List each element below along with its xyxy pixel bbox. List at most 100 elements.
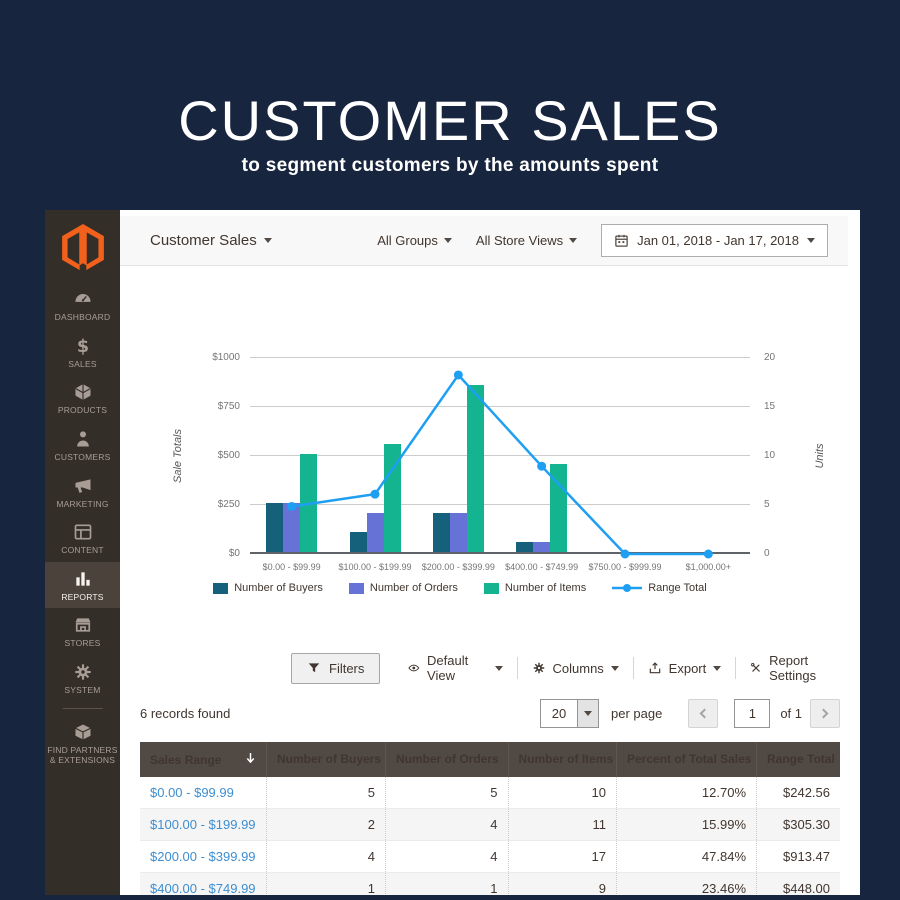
bar-number-of-orders — [366, 512, 384, 552]
page-title-dropdown[interactable]: Customer Sales — [150, 232, 272, 249]
export-icon — [649, 662, 660, 674]
export-label: Export — [668, 660, 707, 676]
chevron-down-icon — [443, 238, 452, 243]
pagination-controls: 20 per page of 1 — [539, 698, 840, 728]
sidebar: DASHBOARD $ SALES PRODUCTS CUSTOMERS MARKETIN… — [45, 210, 120, 895]
gear-icon — [533, 662, 544, 674]
sidebar-item-stores[interactable]: STORES — [45, 608, 120, 655]
sidebar-item-label: PRODUCTS — [57, 405, 108, 416]
sidebar-item-customers[interactable]: CUSTOMERS — [45, 422, 120, 469]
x-axis-label: $1,000.00+ — [685, 562, 731, 572]
bar-number-of-orders — [283, 503, 301, 552]
sidebar-item-label: STORES — [64, 638, 101, 649]
sidebar-item-content[interactable]: CONTENT — [45, 515, 120, 562]
legend-swatch-icon — [213, 582, 229, 594]
groups-filter-dropdown[interactable]: All Groups — [377, 233, 452, 248]
admin-panel: DASHBOARD $ SALES PRODUCTS CUSTOMERS MARKETIN… — [45, 210, 860, 895]
bar-number-of-items — [550, 463, 568, 552]
chevron-down-icon — [713, 665, 722, 671]
column-header-0[interactable]: Sales Range — [140, 742, 266, 777]
chevron-down-icon — [494, 665, 503, 671]
sales-range-link[interactable]: $400.00 - $749.99 — [150, 881, 256, 895]
sidebar-item-find-partners[interactable]: FIND PARTNERS & EXTENSIONS — [45, 715, 120, 772]
page-of-label: of 1 — [780, 705, 802, 721]
right-axis-tick: 10 — [764, 450, 776, 461]
left-axis-tick: $0 — [228, 548, 240, 559]
page-header: Customer Sales All Groups All Store View… — [120, 216, 848, 266]
columns-dropdown[interactable]: Columns — [518, 661, 633, 676]
left-axis-tick: $1000 — [212, 352, 240, 363]
sales-range-link[interactable]: $0.00 - $99.99 — [150, 785, 234, 800]
next-page-button[interactable] — [810, 698, 840, 728]
legend-label: Number of Orders — [369, 582, 458, 594]
eye-icon — [408, 664, 420, 672]
table-cell: 23.46% — [616, 873, 756, 895]
column-header-2[interactable]: Number of Orders — [385, 742, 508, 777]
bar-number-of-orders — [449, 512, 467, 552]
column-label: Number of Buyers — [277, 752, 382, 766]
legend-label: Number of Buyers — [234, 582, 323, 594]
sidebar-item-dashboard[interactable]: DASHBOARD — [45, 282, 120, 329]
sidebar-item-marketing[interactable]: MARKETING — [45, 469, 120, 516]
sidebar-item-reports[interactable]: REPORTS — [45, 561, 120, 609]
sidebar-item-system[interactable]: SYSTEM — [45, 655, 120, 702]
date-range-picker[interactable]: Jan 01, 2018 - Jan 17, 2018 — [601, 224, 828, 257]
records-found: 6 records found — [140, 705, 231, 721]
column-header-5[interactable]: Range Total — [756, 742, 840, 777]
table-cell: 1 — [385, 873, 508, 895]
right-axis-tick: 15 — [764, 401, 776, 412]
table-row: $0.00 - $99.99 5 5 10 12.70% $242.56 — [140, 777, 840, 809]
bar-number-of-items — [383, 444, 401, 552]
sidebar-item-products[interactable]: PRODUCTS — [45, 375, 120, 422]
magento-logo-icon[interactable] — [61, 224, 104, 272]
sidebar-item-label: CUSTOMERS — [54, 451, 111, 462]
per-page-select[interactable]: 20 — [539, 698, 599, 728]
table-row: $200.00 - $399.99 4 4 17 47.84% $913.47 — [140, 841, 840, 873]
sidebar-divider — [62, 707, 103, 709]
chevron-down-icon — [263, 238, 272, 243]
reports-icon — [47, 569, 118, 589]
column-header-4[interactable]: Percent of Total Sales — [616, 742, 756, 777]
table-cell: 4 — [266, 841, 385, 872]
x-axis-label: $400.00 - $749.99 — [505, 562, 579, 572]
bar-number-of-buyers — [349, 532, 367, 552]
report-settings-label: Report Settings — [769, 653, 817, 683]
table-cell: 5 — [385, 777, 508, 808]
marketing-icon — [47, 476, 118, 496]
column-header-3[interactable]: Number of Items — [507, 742, 617, 777]
store-views-dropdown[interactable]: All Store Views — [476, 233, 578, 248]
gridline — [250, 406, 750, 407]
table-cell: 17 — [507, 841, 617, 872]
table-row: $400.00 - $749.99 1 1 9 23.46% $448.00 — [140, 873, 840, 895]
table-cell: 4 — [385, 841, 508, 872]
default-view-dropdown[interactable]: Default View — [394, 653, 516, 683]
legend-item: Number of Orders — [348, 582, 458, 594]
prev-page-button[interactable] — [688, 698, 719, 728]
per-page-caret-button[interactable] — [576, 699, 598, 727]
gridline — [250, 504, 750, 505]
page-number-input[interactable] — [734, 698, 771, 728]
system-icon — [47, 662, 118, 682]
hero-subtitle: to segment customers by the amounts spen… — [241, 154, 659, 176]
legend-item: Number of Buyers — [213, 582, 323, 594]
bar-number-of-buyers — [432, 512, 450, 552]
gridline — [250, 455, 750, 456]
table-cell: $913.47 — [756, 841, 840, 872]
sales-range-link[interactable]: $200.00 - $399.99 — [150, 849, 256, 864]
column-header-1[interactable]: Number of Buyers — [266, 742, 385, 777]
sales-range-link[interactable]: $100.00 - $199.99 — [150, 817, 256, 832]
legend-label: Range Total — [648, 582, 707, 594]
sidebar-item-label: DASHBOARD — [54, 312, 111, 322]
export-dropdown[interactable]: Export — [634, 661, 736, 676]
filters-button[interactable]: Filters — [291, 652, 381, 684]
sales-icon: $ — [47, 336, 118, 356]
sidebar-item-label: CONTENT — [61, 545, 104, 556]
table-cell: 4 — [385, 809, 508, 840]
table-cell: 1 — [266, 873, 385, 895]
records-bar: 6 records found 20 per page of 1 — [140, 696, 840, 730]
sidebar-item-label: REPORTS — [61, 591, 104, 602]
sidebar-item-sales[interactable]: $ SALES — [45, 329, 120, 376]
x-axis-label: $750.00 - $999.99 — [588, 562, 662, 572]
report-settings-button[interactable]: Report Settings — [736, 653, 860, 683]
x-axis-label: $0.00 - $99.99 — [262, 562, 321, 572]
